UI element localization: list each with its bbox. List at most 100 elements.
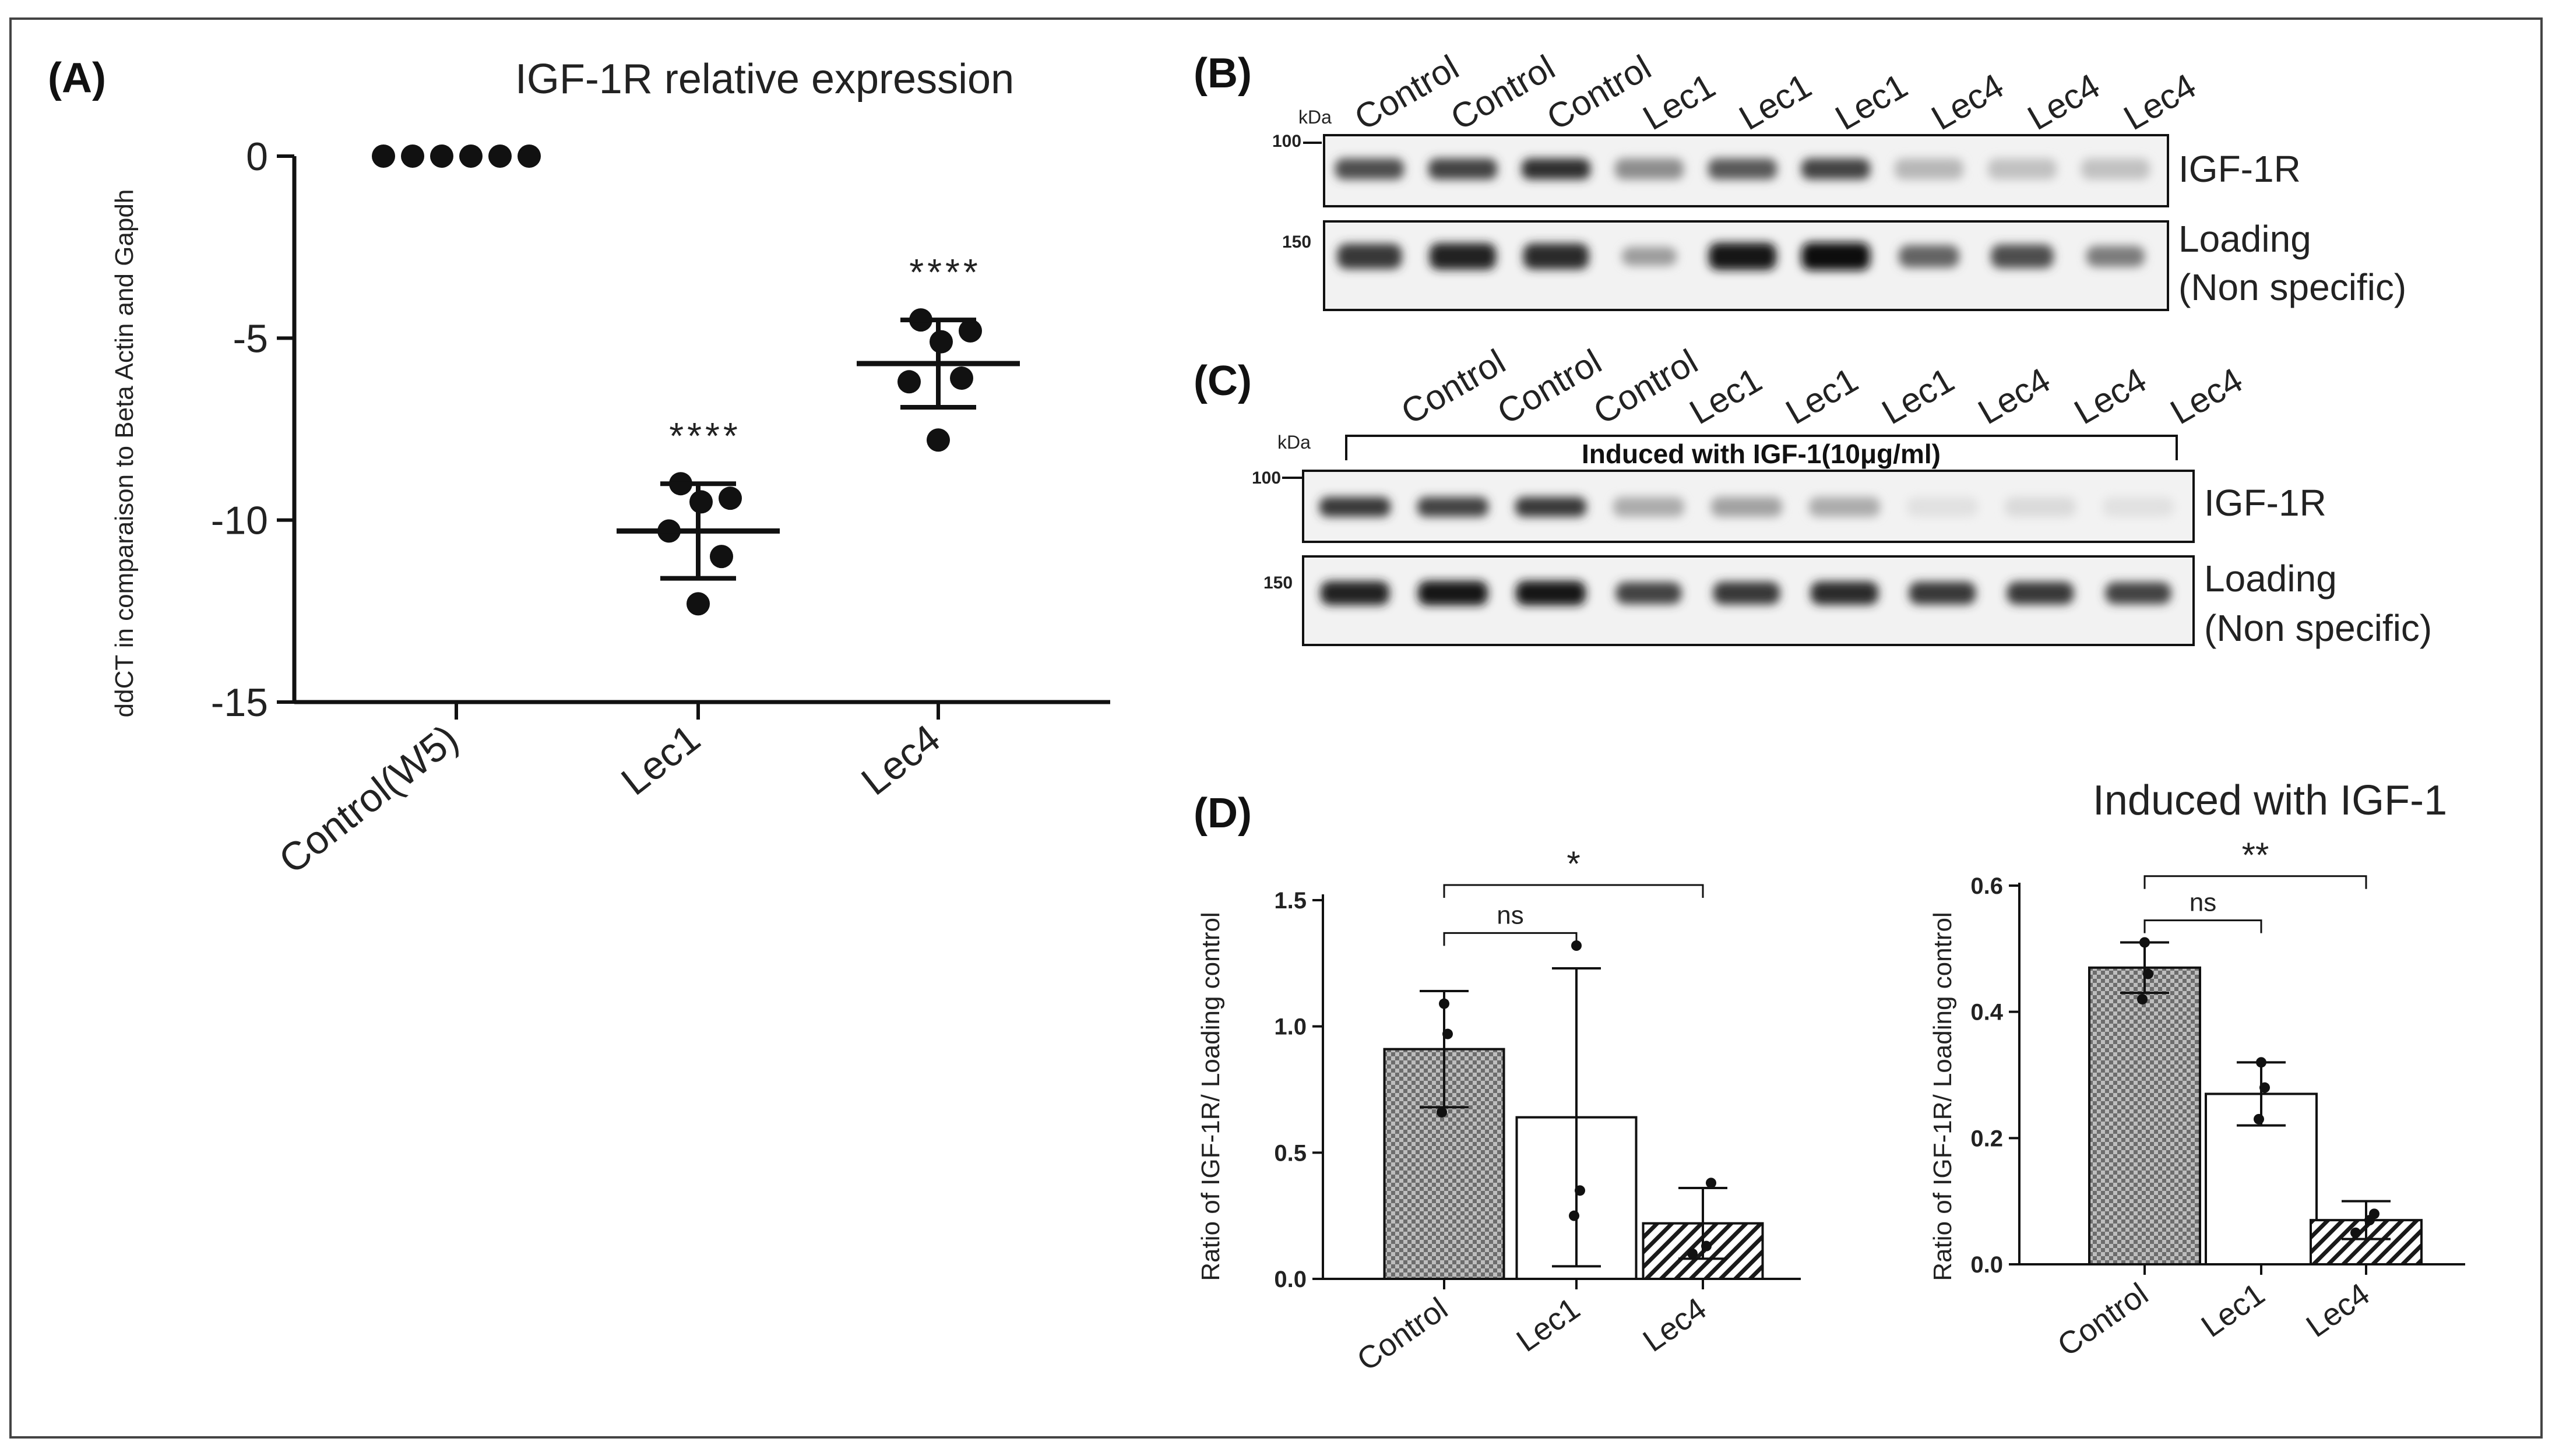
- chart-d2-bar: [2310, 1219, 2423, 1266]
- blot_b-loading-band: [1523, 243, 1589, 270]
- blot-b-kda-label: kDa: [1298, 107, 1332, 128]
- chart-a-y-tick-label: -15: [211, 681, 268, 725]
- chart-d2-significance-bracket: [2143, 919, 2262, 933]
- chart-d1-significance-label: ns: [1497, 901, 1523, 929]
- blot_b-loading-band: [1708, 242, 1777, 270]
- scatter-chart-a: IGF-1R relative expression ddCT in compa…: [110, 56, 1110, 882]
- chart-a-point: [430, 144, 453, 168]
- blot_b-loading-band: [1991, 244, 2054, 269]
- bar-chart-d-induced: Induced with IGF-1 Ratio of IGF-1R/ Load…: [1928, 777, 2465, 1363]
- chart-d1-y-tick-label: 1.5: [1274, 888, 1307, 914]
- blot_b-loading-band: [1429, 243, 1497, 270]
- chart-d2-point: [2369, 1208, 2379, 1219]
- chart-d2-title: Induced with IGF-1: [2093, 777, 2447, 824]
- panel-label-d: (D): [1194, 790, 1252, 837]
- blot_b-lane-label: Lec4: [2117, 66, 2202, 138]
- chart-a-point: [687, 592, 710, 616]
- blot_b-igf1r-band: [2081, 158, 2150, 179]
- blot_c-lane-label: Lec1: [1875, 360, 1960, 432]
- blot_c-igf1r-band: [1711, 497, 1782, 517]
- blot-c-induced-label: Induced with IGF-1(10μg/ml): [1582, 439, 1941, 469]
- chart-a-point: [689, 490, 713, 514]
- blot_b-igf1r-band: [1522, 158, 1590, 179]
- blot_b-igf1r-band: [1615, 158, 1684, 179]
- chart-d2-point: [2350, 1227, 2361, 1238]
- chart-d2-point: [2143, 968, 2153, 979]
- blot_b-loading-band: [1899, 245, 1959, 268]
- chart-a-significance: ****: [909, 251, 981, 293]
- chart-a-ylabel: ddCT in comparaison to Beta Actin and Ga…: [110, 189, 139, 718]
- chart-d2-y-tick-label: 0.2: [1970, 1126, 2003, 1151]
- chart-a-x-tick-label: Lec4: [853, 716, 948, 804]
- chart-a-y-tick-label: -10: [211, 499, 268, 543]
- blot-b-igf1r-label: IGF-1R: [2178, 148, 2301, 190]
- blot_b-loading-band: [1621, 246, 1677, 266]
- chart-a-point: [459, 144, 483, 168]
- chart-d2-point: [2139, 937, 2150, 948]
- chart-d2-y-tick-label: 0.0: [1970, 1252, 2003, 1278]
- blot_c-loading-band: [1810, 581, 1879, 605]
- chart-d2-y-tick-label: 0.4: [1970, 1000, 2003, 1025]
- panel-label-b: (B): [1194, 50, 1252, 97]
- blot_c-loading-band: [2007, 581, 2074, 605]
- panel-label-a: (A): [48, 55, 106, 101]
- chart-a-significance: ****: [669, 415, 741, 457]
- blot_b-loading-band: [1801, 242, 1870, 270]
- blot_b-igf1r-band: [1708, 158, 1777, 179]
- blot_b-lane-label: Lec1: [1733, 66, 1818, 138]
- chart-d2-significance-label: ns: [2190, 889, 2216, 917]
- blot_c-loading-band: [1713, 581, 1780, 605]
- chart-d2-x-tick-label: Lec4: [2300, 1277, 2376, 1344]
- chart-a-y-tick-label: -5: [233, 316, 268, 361]
- blot_b-lane-label: Lec4: [1925, 66, 2010, 138]
- blot_b-lane-label: Control: [1348, 48, 1465, 138]
- blot_b-igf1r-band: [1801, 158, 1870, 179]
- chart-d1-x-tick-label: Lec4: [1637, 1291, 1713, 1359]
- chart-d1-point: [1569, 1210, 1579, 1221]
- chart-a-point: [372, 144, 395, 168]
- chart-a-point: [897, 370, 921, 394]
- chart-d1-x-tick-label: Lec1: [1511, 1291, 1586, 1359]
- blot-b-marker-100: 100: [1272, 132, 1301, 151]
- chart-d1-y-tick-label: 1.0: [1274, 1014, 1307, 1040]
- blot_b-igf1r-band: [1335, 158, 1404, 179]
- chart-a-point: [719, 486, 742, 510]
- blot_c-igf1r-band: [1907, 497, 1978, 517]
- blot-c-induced-bracket: [1345, 435, 2178, 460]
- blot_c-igf1r-band: [1613, 497, 1684, 517]
- chart-d1-x-tick-label: Control: [1351, 1291, 1454, 1378]
- chart-d1-significance-bracket: [1443, 884, 1704, 898]
- blot-b-marker-150: 150: [1282, 232, 1311, 252]
- chart-a-y-tick-label: 0: [246, 135, 268, 179]
- chart-a-point: [930, 330, 953, 354]
- chart-d2-point: [2137, 994, 2148, 1004]
- blot_b-igf1r-band: [1988, 158, 2057, 179]
- chart-d2-point: [2254, 1113, 2264, 1124]
- chart-a-x-tick-label: Lec1: [613, 716, 708, 804]
- chart-d1-point: [1706, 1178, 1716, 1189]
- blot_c-lane-label: Lec4: [2164, 360, 2249, 432]
- chart-d2-point: [2259, 1082, 2270, 1093]
- blot-c-marker-100: 100: [1252, 468, 1281, 488]
- blot-b-loading-label: Loading: [2178, 218, 2311, 260]
- blot_c-lane-label: Control: [1491, 342, 1608, 432]
- blot_b-igf1r-band: [1895, 158, 1963, 179]
- blot_c-loading-band: [1320, 581, 1390, 605]
- chart-d2-significance-label: **: [2242, 835, 2269, 875]
- blot_c-lane-label: Lec4: [2068, 360, 2153, 432]
- blot-b-nonspecific-label: (Non specific): [2178, 266, 2406, 308]
- chart-d2-y-tick-label: 0.6: [1970, 873, 2003, 899]
- chart-d1-point: [1687, 1248, 1698, 1259]
- blot_c-loading-band: [2105, 582, 2171, 604]
- chart-d1-ylabel: Ratio of IGF-1R/ Loading control: [1196, 912, 1225, 1281]
- chart-d2-x-tick-label: Lec1: [2195, 1277, 2271, 1344]
- chart-d2-bar: [2088, 966, 2201, 1266]
- bar-chart-d-basal: Ratio of IGF-1R/ Loading control ns * 0.0…: [1196, 844, 1801, 1378]
- blot_c-igf1r-band: [1809, 497, 1880, 517]
- blot_c-lane-label: Lec1: [1779, 360, 1864, 432]
- chart-d1-significance-bracket: [1443, 932, 1578, 946]
- chart-a-point: [927, 428, 950, 452]
